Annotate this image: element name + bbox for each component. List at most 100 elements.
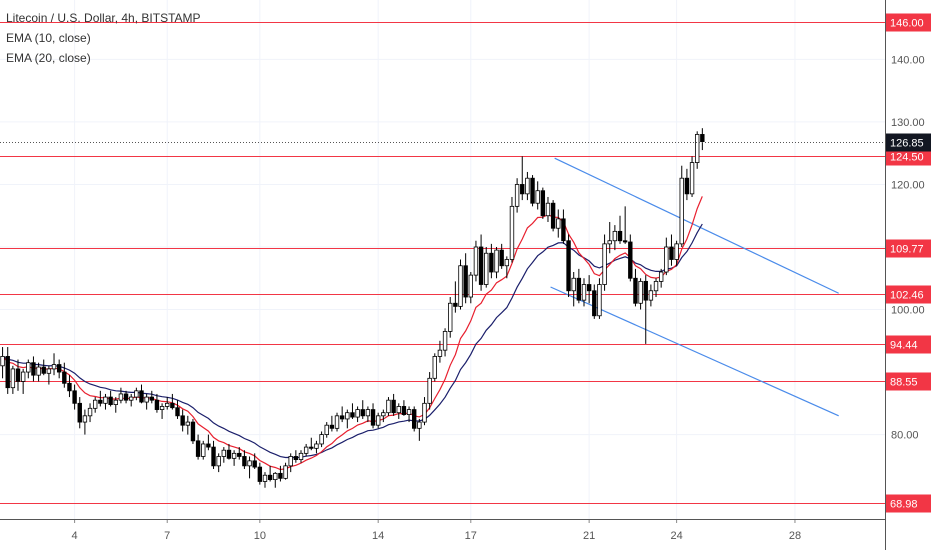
candle: [31, 356, 36, 382]
candle-body: [170, 402, 175, 409]
candle-body: [478, 246, 484, 285]
candle-body: [309, 446, 314, 449]
candle: [56, 359, 62, 379]
candle-body: [432, 356, 437, 379]
candle-body: [56, 364, 62, 373]
candle: [571, 272, 576, 307]
candle: [10, 365, 16, 394]
candle: [144, 393, 149, 410]
candle-body: [381, 412, 386, 417]
candle-body: [355, 409, 360, 418]
candle: [432, 353, 437, 382]
candle-body: [411, 409, 417, 429]
candle: [473, 240, 479, 282]
candle: [303, 443, 309, 457]
candle: [391, 393, 396, 416]
candle-body: [92, 399, 98, 409]
x-tick-label: 17: [465, 530, 477, 542]
candle-body: [15, 368, 21, 382]
candle: [597, 278, 602, 319]
candle-body: [82, 415, 88, 423]
candle: [607, 221, 612, 254]
candle: [195, 434, 201, 460]
candle: [355, 406, 360, 423]
candle: [612, 225, 618, 251]
candle-body: [658, 271, 664, 282]
candle-body: [113, 399, 118, 405]
candle-body: [489, 252, 494, 273]
candle: [396, 403, 401, 419]
channel-line: [554, 157, 839, 294]
candle: [334, 412, 340, 432]
candle: [92, 397, 98, 413]
candle-body: [159, 406, 165, 410]
candle: [206, 434, 211, 451]
candle: [129, 393, 134, 407]
candle: [643, 275, 648, 344]
candle: [62, 362, 67, 388]
candle: [658, 268, 664, 288]
candle-body: [417, 421, 422, 429]
candle-body: [293, 456, 299, 460]
candle-body: [298, 452, 304, 460]
candle-body: [334, 415, 340, 429]
level-tag: [886, 239, 931, 258]
candle-body: [129, 396, 134, 401]
candle-body: [206, 443, 211, 448]
candle: [103, 393, 108, 410]
candle-body: [123, 393, 129, 401]
candle-body: [694, 134, 700, 163]
candle: [211, 440, 216, 469]
candle-body: [484, 252, 489, 285]
candle-body: [406, 409, 412, 415]
candle: [165, 397, 170, 410]
ema20-line: [2, 223, 703, 459]
candle-body: [165, 402, 170, 407]
x-tick-label: 10: [254, 530, 266, 542]
candle-body: [108, 396, 113, 405]
candle-body: [401, 406, 407, 415]
candle: [417, 418, 422, 441]
candle: [237, 447, 242, 460]
candle-body: [442, 331, 448, 351]
candle: [98, 390, 103, 407]
level-label: 94.44: [890, 340, 918, 352]
candle-body: [324, 424, 329, 435]
candle-body: [396, 406, 401, 414]
candle-body: [360, 409, 365, 417]
candle: [20, 368, 26, 394]
candle: [339, 406, 345, 423]
candle-body: [689, 162, 695, 195]
candle: [638, 278, 643, 310]
candle: [216, 453, 221, 473]
candle-body: [370, 409, 376, 426]
candle-body: [283, 465, 288, 479]
candle: [345, 409, 350, 429]
candle: [283, 462, 288, 480]
candle: [51, 353, 57, 376]
candle-body: [648, 290, 654, 301]
candle-body: [679, 177, 684, 245]
candle: [581, 278, 587, 307]
candle-body: [134, 390, 139, 398]
candle-body: [617, 230, 623, 242]
candle: [453, 281, 458, 313]
candle-body: [51, 364, 57, 370]
candle-body: [592, 290, 597, 317]
candle: [67, 375, 72, 398]
candle: [5, 347, 10, 394]
candle: [484, 246, 489, 288]
candle: [381, 409, 386, 423]
candle: [72, 384, 77, 410]
candle-body: [231, 452, 237, 459]
x-tick-label: 28: [789, 530, 801, 542]
last-price-label: 126.85: [890, 138, 924, 150]
candle-body: [669, 246, 674, 260]
candle: [139, 384, 144, 404]
candle: [309, 437, 314, 451]
candle: [15, 359, 21, 391]
candle: [566, 234, 571, 298]
candle: [602, 234, 607, 291]
